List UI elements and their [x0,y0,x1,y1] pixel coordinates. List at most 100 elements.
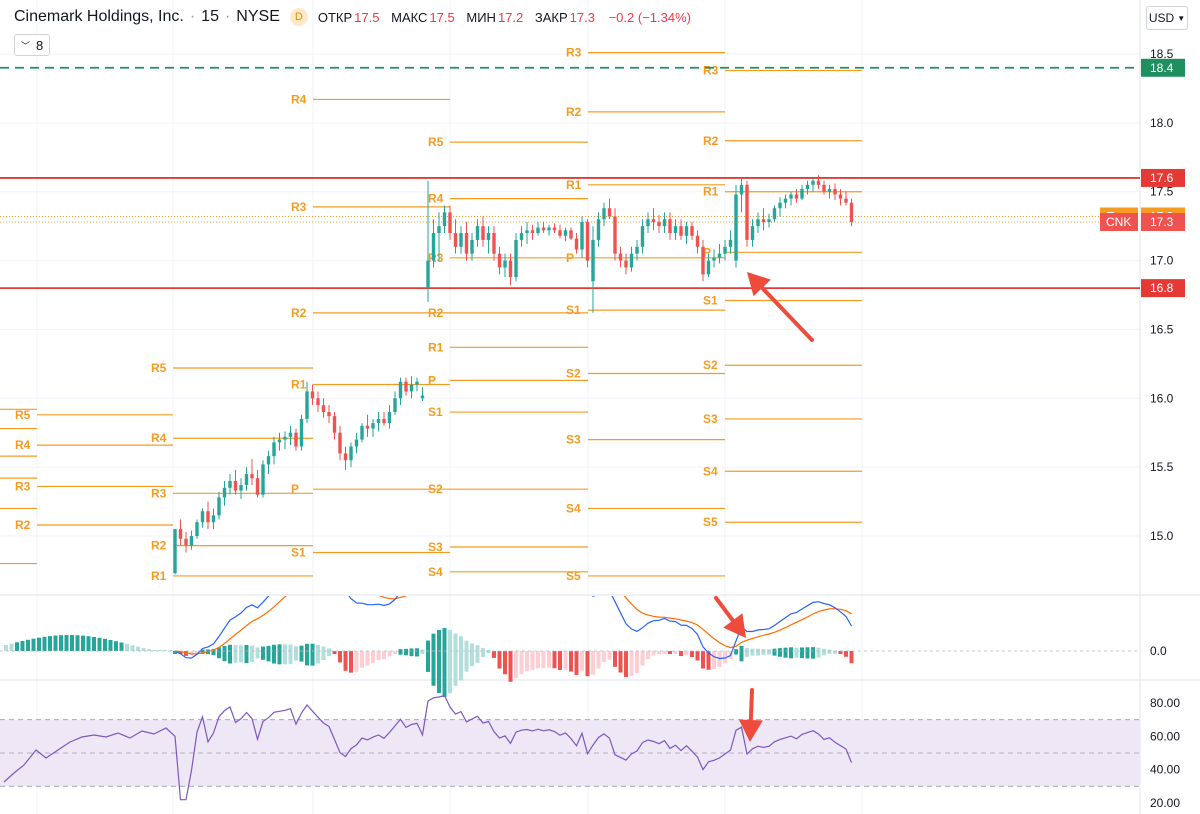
candle-body[interactable] [299,418,304,447]
candle-body[interactable] [250,474,254,479]
candle-body[interactable] [343,453,348,461]
candle-body[interactable] [838,194,843,199]
candle-body[interactable] [673,226,678,234]
candle-body[interactable] [239,485,243,491]
candle-body[interactable] [646,219,650,227]
candle-body[interactable] [305,391,309,419]
candle-body[interactable] [332,416,337,433]
candle-body[interactable] [310,391,315,399]
candle-body[interactable] [173,529,177,574]
candle-body[interactable] [750,226,755,240]
candle-body[interactable] [668,219,672,234]
candle-body[interactable] [530,230,535,234]
candle-body[interactable] [316,398,320,406]
candle-body[interactable] [756,219,760,227]
candle-body[interactable] [481,226,485,240]
candle-body[interactable] [519,233,524,240]
candle-body[interactable] [266,456,271,465]
candle-body[interactable] [811,180,815,185]
candle-body[interactable] [321,405,326,413]
candle-body[interactable] [371,423,375,429]
candle-body[interactable] [327,412,331,417]
candle-body[interactable] [294,432,298,447]
candle-body[interactable] [690,226,694,236]
candle-body[interactable] [536,227,540,234]
candle-body[interactable] [706,260,711,275]
candle-body[interactable] [261,464,265,495]
candle-body[interactable] [547,227,551,231]
candle-body[interactable] [657,222,661,227]
candle-body[interactable] [420,395,425,399]
candle-body[interactable] [508,260,513,278]
candle-body[interactable] [596,219,601,240]
candle-body[interactable] [426,260,430,289]
candle-body[interactable] [805,184,810,189]
candle-body[interactable] [525,230,529,234]
candle-body[interactable] [178,529,183,539]
candle-body[interactable] [288,432,293,437]
candle-body[interactable] [475,226,480,240]
candle-body[interactable] [360,425,364,440]
candle-body[interactable] [563,230,568,236]
candle-body[interactable] [442,212,447,227]
candle-body[interactable] [376,418,381,424]
candle-body[interactable] [662,219,667,227]
candle-body[interactable] [277,439,282,443]
candle-body[interactable] [569,230,573,239]
candle-body[interactable] [723,246,727,254]
candle-body[interactable] [448,212,452,234]
candle-body[interactable] [195,522,199,536]
candle-body[interactable] [228,480,232,488]
candle-body[interactable] [789,194,793,199]
candle-body[interactable] [618,253,623,261]
candle-body[interactable] [772,208,777,220]
candle-body[interactable] [365,425,370,429]
candle-body[interactable] [272,442,276,457]
candle-body[interactable] [349,446,353,461]
candle-body[interactable] [684,226,689,236]
candle-body[interactable] [255,478,260,495]
candle-body[interactable] [607,208,612,217]
candle-body[interactable] [514,239,518,278]
candle-body[interactable] [217,497,221,516]
candle-body[interactable] [591,239,595,282]
candle-body[interactable] [712,257,716,261]
candle-body[interactable] [459,233,463,247]
candle-body[interactable] [453,233,458,247]
candle-body[interactable] [415,381,419,385]
candle-body[interactable] [640,226,645,247]
candle-body[interactable] [464,233,469,254]
candle-body[interactable] [827,188,832,192]
candle-body[interactable] [717,253,722,258]
candle-body[interactable] [541,227,546,231]
candle-body[interactable] [398,381,403,399]
candle-body[interactable] [585,222,590,261]
candle-body[interactable] [503,260,507,268]
candle-body[interactable] [404,381,408,392]
candle-body[interactable] [739,184,744,195]
candle-body[interactable] [470,239,474,254]
interval-label[interactable]: 15 [201,8,219,25]
candle-body[interactable] [629,253,634,268]
candle-body[interactable] [382,418,386,424]
candle-body[interactable] [761,219,766,223]
candle-body[interactable] [849,202,854,223]
candle-body[interactable] [602,208,606,220]
candle-body[interactable] [206,511,210,523]
candle-body[interactable] [574,238,579,250]
candle-body[interactable] [200,511,205,523]
candle-body[interactable] [734,194,738,261]
candle-body[interactable] [233,480,238,491]
candle-body[interactable] [552,227,557,231]
dividends-icon[interactable]: D [289,8,308,26]
candle-body[interactable] [778,202,782,209]
candle-body[interactable] [816,180,821,185]
candle-body[interactable] [244,474,249,486]
candle-body[interactable] [822,184,826,192]
candle-body[interactable] [833,188,837,195]
candle-body[interactable] [338,432,342,454]
candle-body[interactable] [767,219,771,223]
candle-body[interactable] [783,198,788,203]
candle-body[interactable] [613,216,617,254]
candle-body[interactable] [393,398,397,413]
